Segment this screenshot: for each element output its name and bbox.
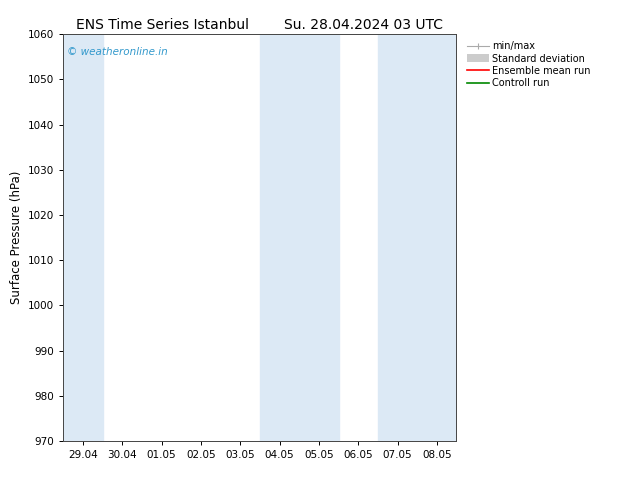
Legend: min/max, Standard deviation, Ensemble mean run, Controll run: min/max, Standard deviation, Ensemble me… [465, 39, 593, 90]
Bar [378, 34, 456, 441]
Title: ENS Time Series Istanbul        Su. 28.04.2024 03 UTC: ENS Time Series Istanbul Su. 28.04.2024 … [77, 18, 443, 32]
Bar [260, 34, 339, 441]
Y-axis label: Surface Pressure (hPa): Surface Pressure (hPa) [10, 171, 23, 304]
Text: © weatheronline.in: © weatheronline.in [67, 47, 168, 56]
Bar [63, 34, 103, 441]
